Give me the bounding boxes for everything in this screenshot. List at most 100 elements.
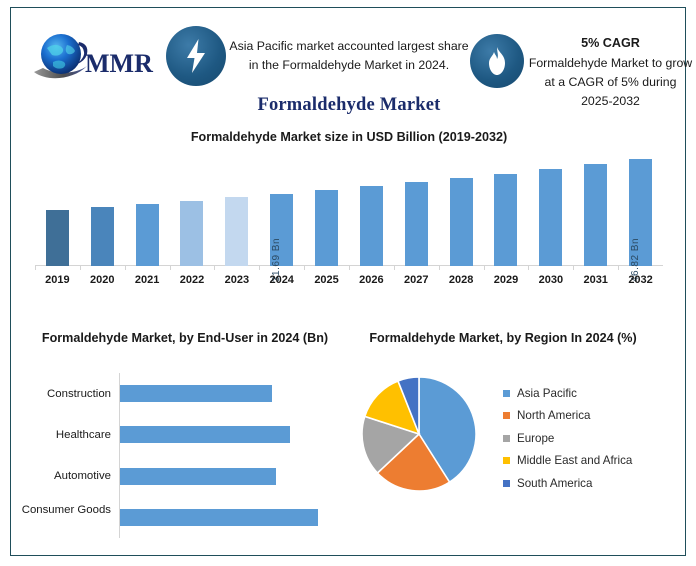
bar-x-label: 2022 (179, 274, 205, 286)
bar: 31.69 Bn (270, 193, 294, 282)
bar (449, 178, 473, 266)
axis-tick (349, 266, 350, 270)
end-user-label: Construction (47, 387, 111, 400)
content-frame: MMR Asia Pacific market accounted larges… (10, 7, 692, 556)
bar-x-label: 2024 (269, 274, 294, 286)
header: MMR Asia Pacific market accounted larges… (23, 16, 692, 108)
bar-x-label: 2023 (224, 274, 250, 286)
axis-tick (304, 266, 306, 270)
bar (135, 203, 159, 266)
axis-tick (124, 266, 126, 270)
bar-column (393, 152, 439, 270)
legend-label: North America (517, 409, 591, 423)
bar-x-label: 2019 (45, 274, 70, 286)
axis-tick (393, 266, 395, 270)
region-pie-svg (361, 376, 477, 492)
end-user-row: Construction (47, 373, 333, 414)
pie-slice (361, 415, 421, 475)
axis-tick (169, 266, 171, 270)
pie-slice (396, 376, 420, 435)
axis-tick (528, 266, 530, 270)
bar-x-label: 2026 (359, 274, 384, 286)
end-user-row: Automotive (54, 456, 333, 497)
bar-column (35, 152, 80, 270)
stat-asia-pacific: Asia Pacific market accounted largest sh… (229, 39, 469, 72)
flame-badge (470, 34, 524, 88)
bar: 46.82 Bn (629, 159, 653, 282)
bar (494, 173, 518, 266)
bar-column (124, 152, 170, 270)
legend-swatch (503, 457, 510, 465)
end-user-bar (120, 508, 319, 526)
legend-label: Europe (517, 431, 555, 445)
market-size-chart: Formaldehyde Market size in USD Billion … (23, 130, 675, 312)
axis-tick (259, 266, 261, 270)
bar-column (483, 152, 529, 270)
legend-item: Europe (503, 427, 678, 450)
legend-swatch (503, 434, 510, 442)
axis-tick (573, 266, 575, 270)
stat-cagr: 5% CAGR Formaldehyde Market to grow at a… (528, 34, 693, 110)
end-user-bar (120, 467, 277, 485)
axis-tick (35, 266, 36, 270)
region-pie (359, 374, 479, 494)
bar (90, 207, 114, 266)
end-user-chart-title: Formaldehyde Market, by End-User in 2024… (41, 331, 329, 345)
bar (225, 197, 249, 266)
legend-item: South America (503, 472, 678, 495)
market-size-chart-title: Formaldehyde Market size in USD Billion … (190, 130, 508, 144)
end-user-row: Consumer Goods (22, 497, 333, 538)
mmr-logo-mark: MMR (34, 34, 153, 79)
axis-tick (483, 266, 485, 270)
bar-x-label: 2032 (628, 274, 653, 286)
bar-column (528, 152, 573, 270)
end-user-label: Healthcare (55, 428, 111, 441)
bar-x-label: 2028 (448, 274, 474, 286)
mmr-wordmark: MMR (85, 49, 153, 78)
legend-label: Asia Pacific (517, 386, 577, 400)
end-user-label: Automotive (54, 470, 111, 483)
bar-x-label: 2021 (134, 274, 160, 286)
bar (404, 182, 428, 266)
page-title: Formaldehyde Market (257, 95, 441, 115)
cagr-heading: 5% CAGR (581, 36, 640, 50)
region-chart: Formaldehyde Market, by Region In 2024 (… (347, 326, 679, 554)
legend-swatch (503, 479, 510, 487)
bar-column (169, 152, 215, 270)
end-user-plot: Construction Healthcare Automotive Consumer… (22, 373, 333, 538)
lightning-bolt-badge (166, 26, 226, 86)
mmr-logo: MMR (29, 26, 157, 88)
lightning-bolt-icon (187, 39, 205, 73)
end-user-chart: Formaldehyde Market, by End-User in 2024… (22, 326, 345, 554)
bar-x-label: 2025 (314, 274, 339, 286)
axis-tick (438, 266, 440, 270)
bar (539, 169, 563, 266)
legend-item: North America (503, 405, 678, 428)
bar-column (79, 152, 125, 270)
flame-icon (489, 47, 505, 75)
end-user-bar (120, 385, 272, 403)
end-user-axis (119, 373, 120, 538)
market-size-plot: 31.69 Bn 46.82 Bn 2019 2020 2021 2022 2023 202… (35, 152, 663, 288)
bar-column (214, 152, 259, 270)
end-user-bar (120, 426, 290, 444)
cagr-description: Formaldehyde Market to grow at a CAGR of… (528, 56, 693, 108)
bar-x-label: 2030 (538, 274, 564, 286)
bar-column (304, 152, 349, 270)
bar (45, 210, 69, 266)
pie-slice (376, 432, 451, 492)
bar (584, 164, 608, 266)
end-user-label: Consumer Goods (21, 504, 111, 517)
bar (315, 190, 339, 266)
region-chart-title: Formaldehyde Market, by Region In 2024 (… (369, 331, 637, 345)
bar (359, 186, 383, 266)
legend-swatch (503, 389, 510, 397)
bar-column (349, 152, 394, 270)
bar-column (573, 152, 618, 270)
axis-tick (618, 266, 620, 270)
bar-x-label: 2027 (404, 274, 429, 286)
axis-tick (79, 266, 81, 270)
bar (180, 200, 204, 266)
market-size-axis (35, 265, 663, 266)
